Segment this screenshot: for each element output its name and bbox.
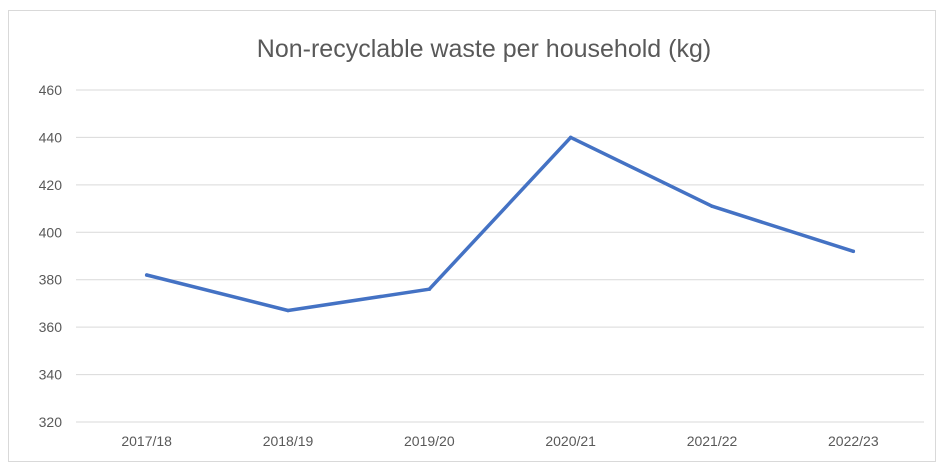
y-tick-label: 460 [39,82,63,98]
x-tick-label: 2020/21 [545,433,596,449]
data-point [851,249,856,254]
chart-frame [8,10,936,462]
x-tick-label: 2017/18 [121,433,172,449]
y-axis-ticks: 460 440 420 400 380 360 340 320 [39,82,63,430]
series-line [144,135,856,313]
y-tick-label: 400 [39,224,63,240]
data-point [286,308,290,313]
data-point [144,273,149,277]
y-tick-label: 420 [39,177,63,193]
data-point [710,204,714,208]
y-tick-label: 440 [39,129,63,145]
y-tick-label: 320 [39,414,63,430]
x-axis-ticks: 2017/18 2018/19 2019/20 2020/21 2021/22 2022/… [121,433,878,449]
x-tick-label: 2018/19 [263,433,314,449]
chart-title: Non-recyclable waste per household (kg) [257,35,711,63]
y-tick-label: 360 [39,319,63,335]
series-layer [144,135,856,313]
data-point [568,135,573,140]
data-point [427,287,432,291]
gridlines [76,89,924,423]
x-tick-label: 2019/20 [404,433,455,449]
y-tick-label: 380 [39,272,63,288]
x-tick-label: 2021/22 [687,433,738,449]
y-tick-label: 340 [39,367,63,383]
x-tick-label: 2022/23 [828,433,879,449]
